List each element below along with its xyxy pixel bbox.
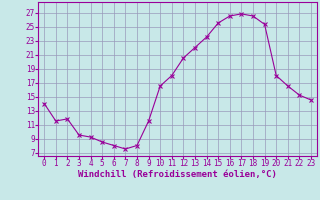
X-axis label: Windchill (Refroidissement éolien,°C): Windchill (Refroidissement éolien,°C) xyxy=(78,170,277,179)
